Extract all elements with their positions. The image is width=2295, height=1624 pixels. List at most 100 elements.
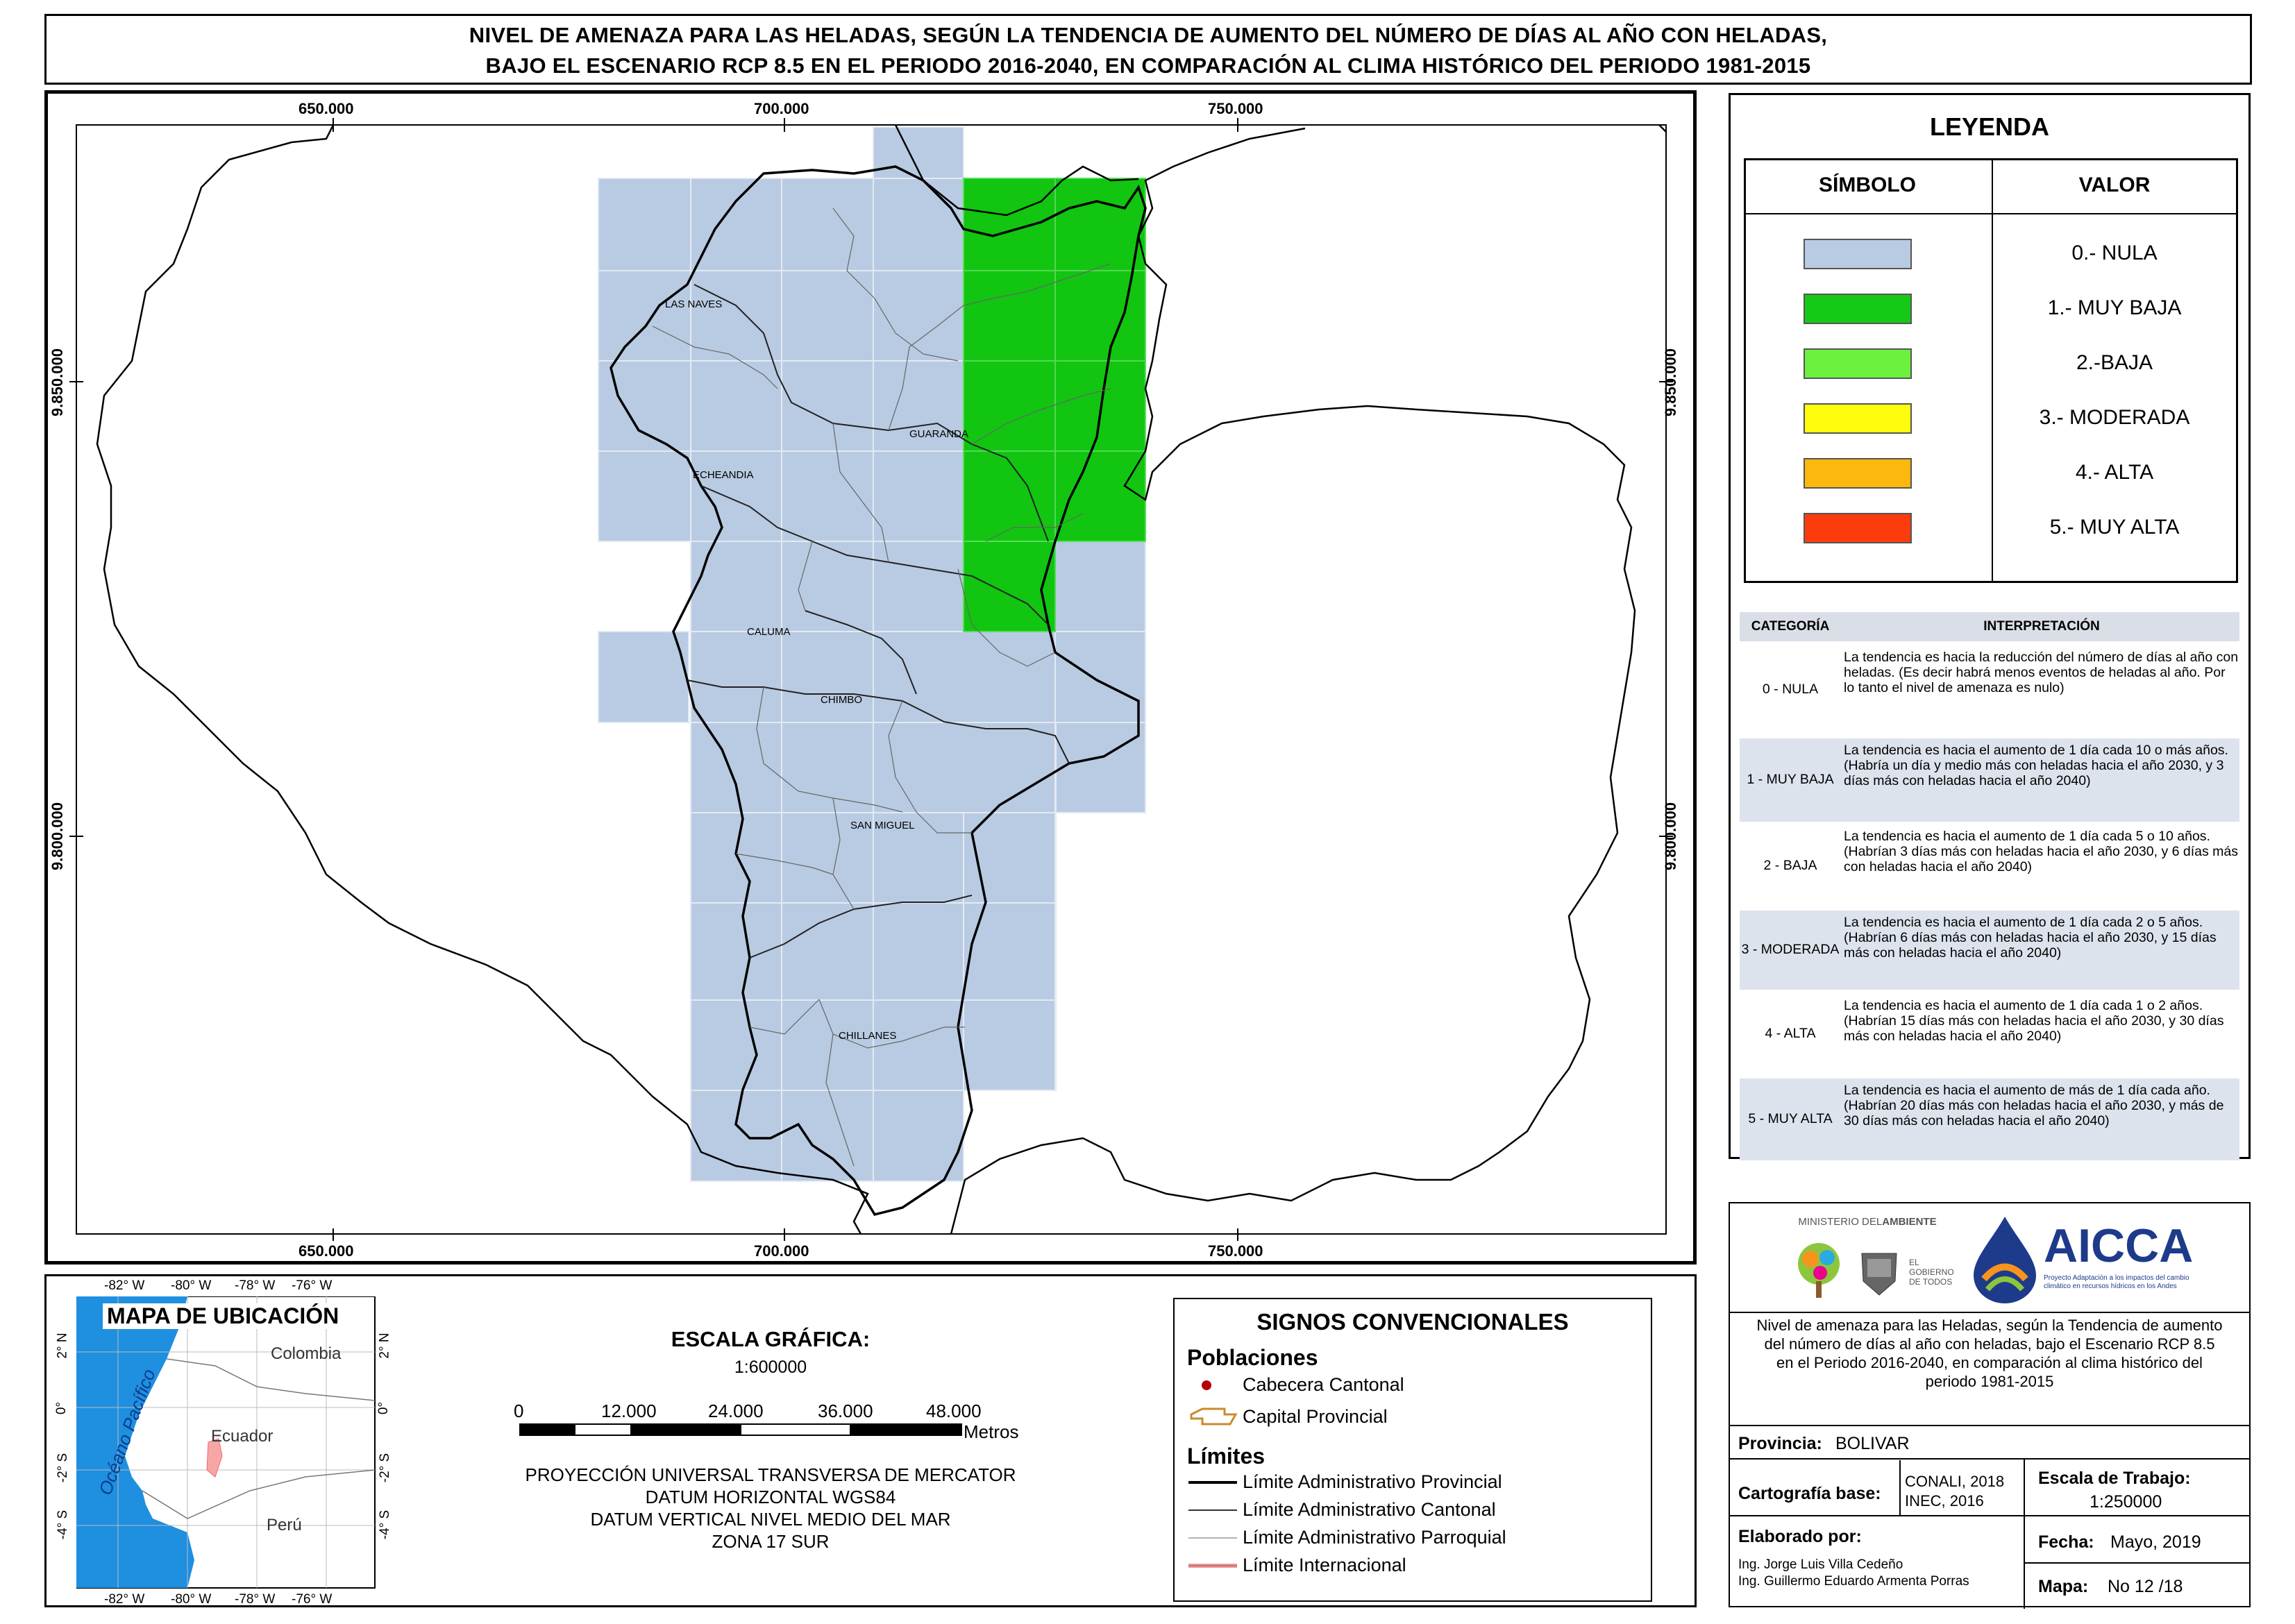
legend-swatch-4: [1804, 458, 1912, 489]
interp-row: 5 - MUY ALTA La tendencia es hacia el aum…: [1740, 1079, 2239, 1160]
provincia-label: Provincia:: [1738, 1434, 1822, 1453]
interp-text: La tendencia es hacia el aumento de 1 dí…: [1844, 743, 2228, 788]
loc-bottom-tick-3: -78° W: [235, 1592, 276, 1607]
x-tick-top-750: 750.000: [1208, 100, 1263, 117]
aicca-logo-text: AICCA: [2044, 1219, 2194, 1272]
coat-of-arms-icon: [1861, 1253, 1897, 1296]
loc-bottom-tick-1: -82° W: [104, 1592, 145, 1607]
loc-lat-right-3: -2° S: [378, 1453, 393, 1483]
legend-title: LEYENDA: [1929, 112, 2050, 141]
y-tick-left-9800: 9.800.000: [48, 802, 66, 870]
place-guaranda: GUARANDA: [909, 428, 969, 440]
interp-text: La tendencia es hacia el aumento de 1 dí…: [1844, 829, 2239, 874]
signs-lim-parr: Límite Administrativo Parroquial: [1243, 1527, 1506, 1548]
fecha-label: Fecha:: [2038, 1532, 2094, 1552]
interp-category: 3 - MODERADA: [1741, 942, 1840, 957]
tree-icon: [1798, 1243, 1840, 1298]
interp-row: 2 - BAJA La tendencia es hacia el aumento…: [1740, 824, 2239, 908]
map-description: Nivel de amenaza para las Heladas, según…: [1756, 1317, 2223, 1390]
loc-top-tick-1: -82° W: [104, 1278, 145, 1293]
interp-row: 0 - NULA La tendencia es hacia la reducci…: [1740, 645, 2239, 734]
cartografia-label: Cartografía base:: [1738, 1484, 1881, 1503]
x-tick-bottom-650: 650.000: [299, 1242, 354, 1260]
y-tick-right-9850: 9.850.000: [1661, 348, 1679, 416]
loc-top-tick-2: -80° W: [171, 1278, 212, 1293]
interp-col-category: CATEGORÍA: [1751, 619, 1830, 634]
provincia-value: BOLIVAR: [1835, 1434, 1910, 1453]
loc-lat-left-4: -4° S: [56, 1509, 71, 1540]
capital-symbol-icon: [1190, 1407, 1238, 1426]
projection-1: PROYECCIÓN UNIVERSAL TRANSVERSA DE MERCA…: [525, 1464, 1016, 1485]
interp-category: 2 - BAJA: [1763, 858, 1817, 873]
place-echeandia: ECHEANDIA: [693, 469, 754, 481]
place-chillanes: CHILLANES: [839, 1030, 897, 1042]
map-title-line1: NIVEL DE AMENAZA PARA LAS HELADAS, SEGÚN…: [469, 23, 1828, 47]
signs-capital: Capital Provincial: [1243, 1406, 1388, 1427]
place-chimbo: CHIMBO: [821, 694, 862, 706]
signs-lim-cant: Límite Administrativo Cantonal: [1243, 1499, 1496, 1520]
aicca-drop-icon: [1974, 1217, 2036, 1303]
loc-lat-right-2: 0°: [376, 1401, 392, 1415]
scale-tick-1: 12.000: [601, 1401, 657, 1421]
projection-2: DATUM HORIZONTAL WGS84: [645, 1487, 896, 1507]
country-ecuador: Ecuador: [211, 1427, 274, 1446]
y-tick-left-9850: 9.850.000: [48, 348, 66, 416]
signs-cabecera: Cabecera Cantonal: [1243, 1374, 1404, 1395]
place-san-miguel: SAN MIGUEL: [850, 820, 915, 831]
loc-lat-left-2: 0°: [54, 1401, 69, 1415]
legend-col-value: VALOR: [2078, 174, 2151, 196]
escala-value: 1:250000: [2090, 1492, 2162, 1512]
legend-label-1: 1.- MUY BAJA: [2047, 296, 2182, 319]
x-tick-bottom-700: 700.000: [754, 1242, 809, 1260]
interp-col-interpretation: INTERPRETACIÓN: [1983, 619, 2100, 634]
projection-3: DATUM VERTICAL NIVEL MEDIO DEL MAR: [590, 1509, 951, 1530]
place-caluma: CALUMA: [747, 626, 791, 638]
mapa-value: No 12 /18: [2108, 1577, 2183, 1596]
scale-unit: Metros: [964, 1421, 1019, 1442]
scale-tick-0: 0: [514, 1401, 524, 1421]
cartografia-divider: [1899, 1460, 1901, 1516]
limit-lines: [1188, 1481, 1237, 1568]
escala-label: Escala de Trabajo:: [2038, 1469, 2191, 1488]
scale-tick-3: 36.000: [818, 1401, 873, 1421]
legend-label-2: 2.-BAJA: [2076, 351, 2153, 374]
ecuador-outline: [96, 124, 1667, 1235]
projection-4: ZONA 17 SUR: [712, 1531, 830, 1552]
country-peru: Perú: [267, 1516, 302, 1534]
ministerio-logo: MINISTERIO DELAMBIENTE EL GOBIERNO DE TO…: [1777, 1216, 1958, 1313]
cartografia-value-2: INEC, 2016: [1905, 1492, 1984, 1509]
signs-lim-int: Límite Internacional: [1243, 1555, 1406, 1575]
interp-category: 5 - MUY ALTA: [1748, 1111, 1833, 1126]
info-grid: [1729, 1425, 2251, 1609]
signs-poblaciones: Poblaciones: [1187, 1345, 1318, 1370]
interp-text: La tendencia es hacia el aumento de más …: [1844, 1083, 2224, 1128]
loc-lat-left-1: 2° N: [55, 1333, 70, 1359]
main-map: [69, 118, 1673, 1241]
grid-lines: [598, 178, 1145, 1181]
interp-text: La tendencia es hacia el aumento de 1 dí…: [1844, 998, 2224, 1044]
info-description-box: [1729, 1312, 2251, 1430]
cabecera-symbol-icon: [1202, 1380, 1211, 1390]
legend-label-3: 3.- MODERADA: [2039, 406, 2190, 429]
loc-top-tick-3: -78° W: [235, 1278, 276, 1293]
country-colombia: Colombia: [271, 1344, 342, 1363]
legend-swatch-3: [1804, 403, 1912, 434]
mapa-label: Mapa:: [2038, 1577, 2089, 1596]
interp-category: 0 - NULA: [1762, 682, 1819, 697]
x-tick-bottom-750: 750.000: [1208, 1242, 1263, 1260]
province-outline: [610, 165, 1147, 1217]
legend-swatch-5: [1804, 513, 1912, 543]
y-tick-right-9800: 9.800.000: [1661, 802, 1679, 870]
x-tick-top-700: 700.000: [754, 100, 809, 117]
loc-lat-left-3: -2° S: [56, 1453, 71, 1483]
interp-text: La tendencia es hacia el aumento de 1 dí…: [1844, 915, 2217, 961]
signs-lim-prov: Límite Administrativo Provincial: [1243, 1471, 1502, 1492]
interp-text: La tendencia es hacia la reducción del n…: [1844, 650, 2239, 695]
interp-category: 4 - ALTA: [1765, 1026, 1816, 1041]
scale-bar: [519, 1423, 962, 1436]
legend-label-0: 0.- NULA: [2071, 242, 2158, 264]
legend-label-4: 4.- ALTA: [2075, 461, 2154, 484]
title-box: NIVEL DE AMENAZA PARA LAS HELADAS, SEGÚN…: [44, 14, 2252, 85]
bolivar-location: [206, 1438, 223, 1478]
scale-ratio: 1:600000: [734, 1357, 807, 1377]
